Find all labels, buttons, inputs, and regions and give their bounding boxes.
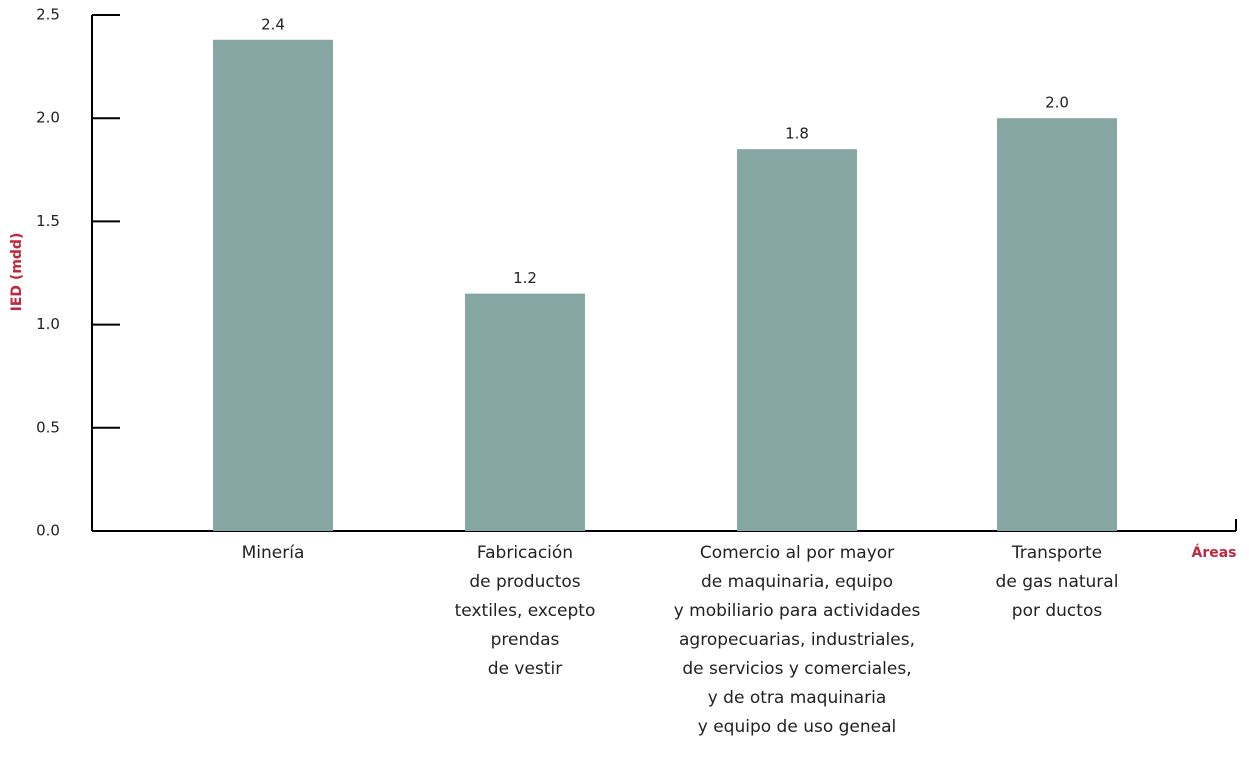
x-tick-label: Fabricación de productos textiles, excepto…: [455, 543, 596, 679]
value-label: 2.0: [1045, 94, 1069, 112]
x-tick-label: Comercio al por mayor de maquinaria, equi…: [674, 543, 921, 737]
x-tick-label: Transporte de gas natural por ductos: [996, 543, 1119, 621]
value-label: 1.8: [785, 125, 809, 143]
y-tick-label: 0.5: [36, 418, 60, 436]
bar: [213, 39, 333, 531]
y-tick-label: 2.0: [36, 109, 60, 127]
y-tick-label: 1.5: [36, 212, 60, 230]
y-tick-label: 0.0: [36, 522, 60, 540]
value-label: 2.4: [261, 15, 285, 33]
bar: [737, 149, 857, 531]
x-tick-label: Minería: [242, 543, 305, 563]
y-axis-title: IED (mdd): [9, 233, 25, 312]
bar: [465, 293, 585, 531]
y-tick-label: 1.0: [36, 315, 60, 333]
x-axis-title: Áreas: [1191, 544, 1236, 561]
value-label: 1.2: [513, 269, 537, 287]
y-tick-label: 2.5: [36, 6, 60, 24]
bar: [997, 118, 1117, 531]
